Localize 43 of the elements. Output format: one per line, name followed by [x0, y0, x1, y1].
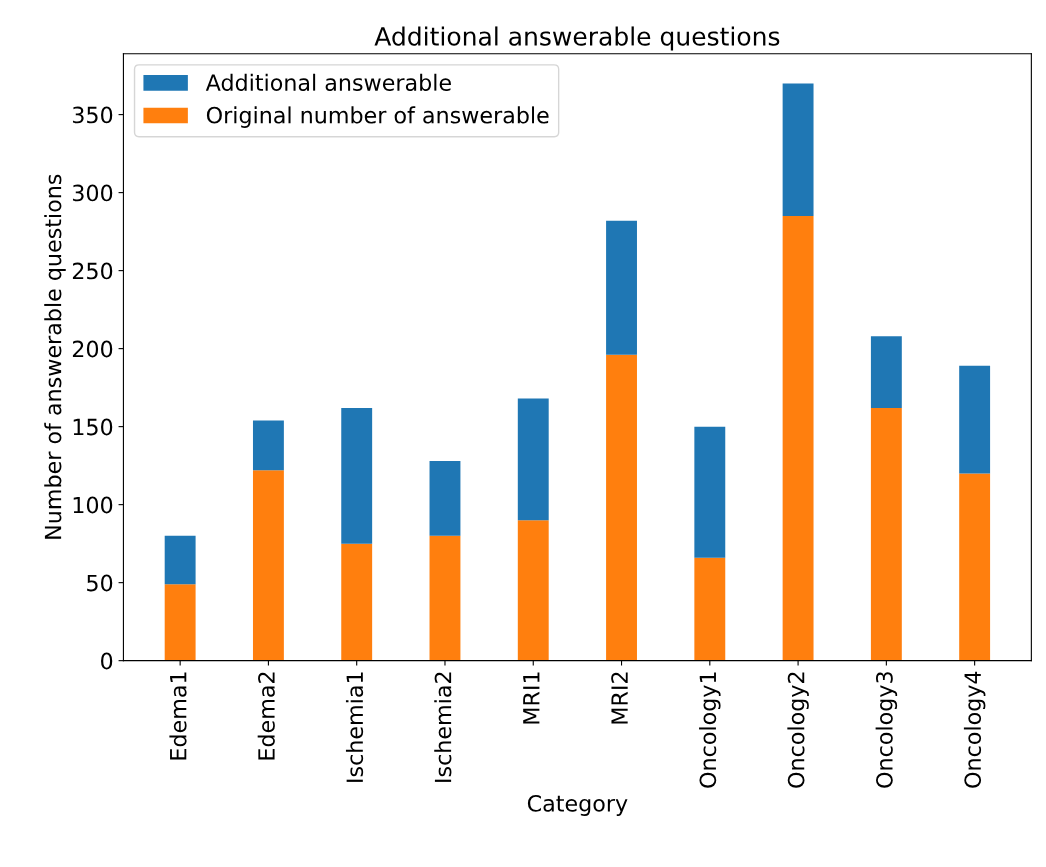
bar: [341, 543, 373, 661]
x-tick-label: Edema2: [257, 672, 275, 760]
bar: [252, 470, 284, 661]
bar: [164, 535, 196, 585]
y-tick-label: 0: [101, 652, 113, 670]
x-tick-label: Edema1: [169, 672, 187, 760]
chart-title: Additional answerable questions: [374, 26, 780, 51]
bar: [429, 535, 461, 661]
bar: [959, 473, 991, 661]
bar: [164, 584, 196, 661]
bar: [694, 557, 726, 661]
x-tick-label: Oncology4: [963, 671, 986, 788]
bar: [517, 398, 549, 521]
y-tick-label: 200: [72, 340, 113, 358]
x-tick-label: MRI1: [523, 672, 540, 724]
y-axis-title: Number of answerable questions: [44, 174, 66, 539]
y-tick-label: 150: [73, 418, 113, 436]
x-tick-label: Oncology3: [875, 672, 898, 788]
x-tick-label: Oncology1: [699, 672, 721, 788]
y-tick-label: 350: [72, 106, 113, 124]
y-tick-label: 300: [72, 184, 113, 202]
bar: [341, 407, 373, 544]
bar: [694, 426, 726, 558]
bar: [429, 460, 461, 536]
y-tick-label: 50: [87, 574, 113, 592]
y-tick-label: 250: [72, 262, 113, 280]
x-tick-label: Ischemia2: [434, 672, 452, 782]
bar: [252, 420, 284, 471]
bar: [606, 220, 637, 355]
x-tick-label: Oncology2: [787, 672, 809, 788]
bar: [606, 354, 637, 661]
x-tick-label: Ischemia1: [345, 672, 364, 782]
bar: [517, 520, 549, 661]
x-axis-title: Category: [527, 794, 628, 816]
bar: [782, 216, 814, 661]
y-tick-label: 100: [73, 496, 113, 514]
bar: [870, 407, 902, 661]
bar: [870, 336, 902, 408]
bar: [782, 83, 814, 217]
bar: [959, 365, 991, 474]
legend-label: Additional answerable: [205, 73, 451, 91]
x-tick-label: MRI2: [611, 672, 628, 724]
legend-label: Original number of answerable: [206, 106, 549, 128]
